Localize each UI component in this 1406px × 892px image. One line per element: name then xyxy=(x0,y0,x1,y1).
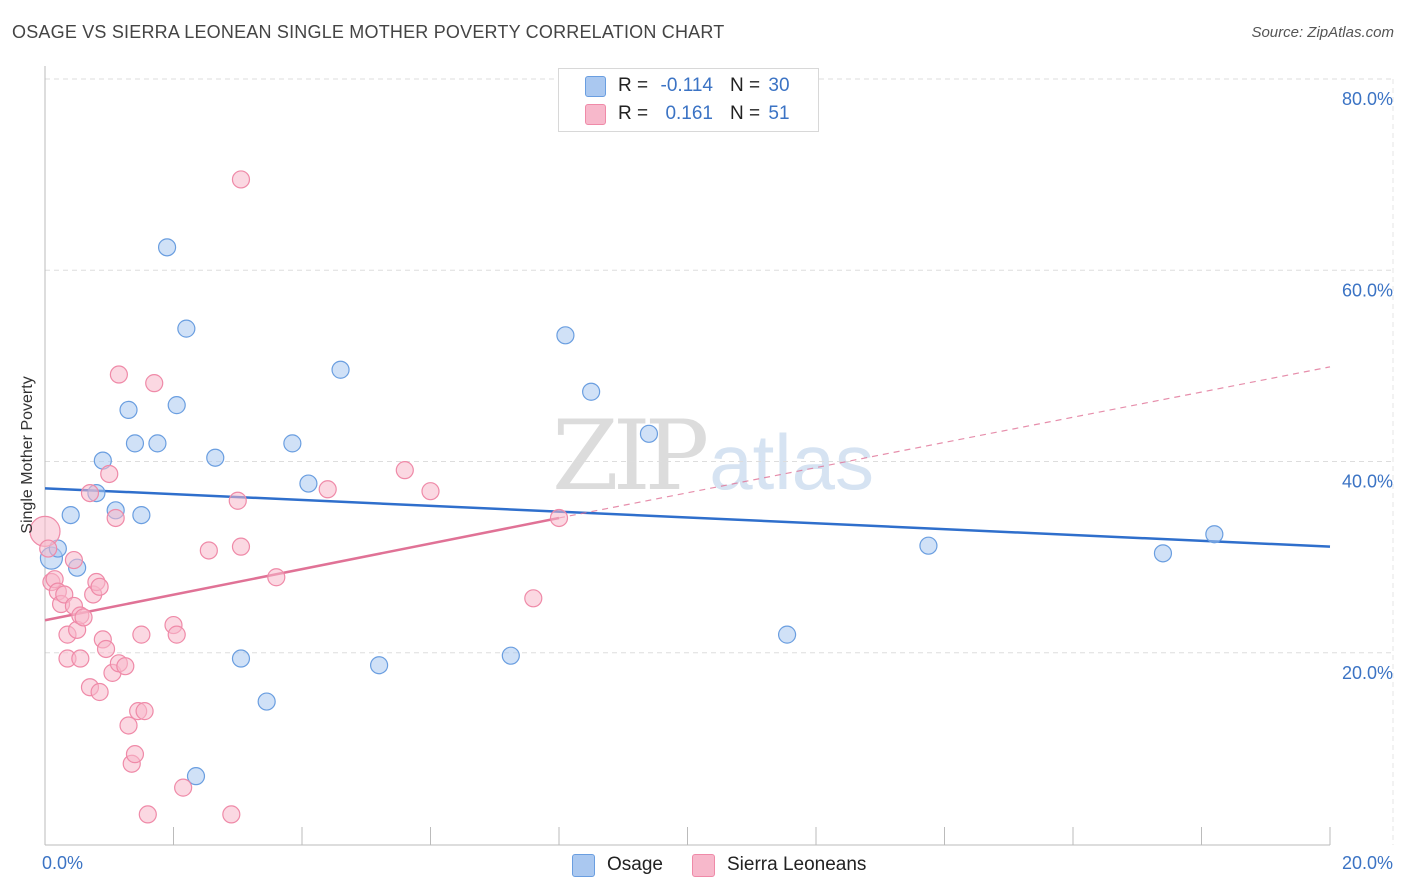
sierra-leonean-point xyxy=(524,589,543,608)
sierra-leonean-point xyxy=(231,537,251,556)
x-tick-label: 20.0% xyxy=(1342,853,1393,873)
osage-point xyxy=(331,360,350,379)
sierra-leonean-point xyxy=(116,657,135,676)
sierra-leonean-point xyxy=(318,480,337,499)
osage-point xyxy=(919,536,938,555)
sierra-leonean-point xyxy=(109,365,128,384)
sierra-leonean-point xyxy=(132,625,151,644)
sierra-leonean-point xyxy=(39,539,58,558)
sierra-leonean-point xyxy=(228,491,247,510)
osage-point xyxy=(501,646,520,665)
legend-label-sierra-leoneans: Sierra Leoneans xyxy=(727,854,867,875)
sierra-leonean-point xyxy=(125,745,145,764)
legend-r-value: 0.161 xyxy=(665,103,713,124)
legend-item-osage[interactable]: Osage xyxy=(572,852,663,878)
sierra-leonean-trend-line xyxy=(44,516,560,622)
sierra-leonean-point xyxy=(71,649,90,668)
osage-point xyxy=(177,319,196,338)
osage-point xyxy=(186,767,206,786)
legend-swatch-sierra-leoneans xyxy=(585,103,606,125)
osage-point xyxy=(257,692,276,711)
osage-trend-line xyxy=(44,487,1331,548)
y-axis-label: Single Mother Poverty xyxy=(19,376,36,534)
data-points xyxy=(29,170,1224,824)
sierra-leonean-point xyxy=(135,702,154,721)
tick-labels: 20.0% 40.0% 60.0% 80.0% 0.0% 20.0% xyxy=(42,89,1393,873)
legend-swatch-sierra-leoneans xyxy=(692,853,715,877)
series-legend: Osage Sierra Leoneans xyxy=(0,852,1406,878)
legend-n-label: N = xyxy=(730,103,761,124)
osage-point xyxy=(231,649,251,668)
axes xyxy=(44,66,1331,846)
sierra-leonean-point xyxy=(138,805,157,824)
legend-label-osage: Osage xyxy=(607,854,663,875)
osage-point xyxy=(556,326,575,345)
legend-r-value: -0.114 xyxy=(660,75,713,96)
osage-point xyxy=(119,400,138,420)
osage-point xyxy=(1205,525,1224,544)
osage-point xyxy=(299,474,318,493)
legend-swatch-osage xyxy=(585,75,606,97)
y-tick-label: 40.0% xyxy=(1342,472,1393,492)
legend-swatch-osage xyxy=(572,853,595,877)
sierra-leonean-point xyxy=(96,639,116,659)
osage-point xyxy=(639,424,659,443)
correlation-legend: R = -0.114 N = 30 R = 0.161 N = 51 xyxy=(558,68,819,132)
legend-item-sierra-leoneans[interactable]: Sierra Leoneans xyxy=(692,852,866,878)
sierra-leonean-point xyxy=(174,778,193,797)
y-tick-label: 60.0% xyxy=(1342,280,1393,300)
sierra-leonean-point xyxy=(90,682,109,702)
osage-point xyxy=(283,434,302,453)
sierra-leonean-point xyxy=(231,170,251,189)
osage-point xyxy=(61,505,80,525)
sierra-leonean-point xyxy=(64,550,84,570)
sierra-leonean-point xyxy=(167,625,186,644)
sierra-leonean-point xyxy=(222,805,241,824)
legend-r-label: R = xyxy=(618,103,649,124)
osage-point xyxy=(157,238,177,257)
osage-point xyxy=(148,434,167,453)
legend-n-value: 30 xyxy=(768,75,790,96)
osage-point xyxy=(206,448,225,467)
sierra-leonean-point xyxy=(145,374,164,393)
osage-point xyxy=(582,382,601,401)
sierra-leonean-point xyxy=(74,608,93,627)
gridlines xyxy=(45,78,1394,845)
sierra-leonean-point xyxy=(90,577,109,596)
sierra-leonean-trend-extension xyxy=(558,366,1331,519)
osage-point xyxy=(1153,544,1173,563)
osage-point xyxy=(167,396,186,415)
sierra-leonean-point xyxy=(395,461,414,480)
y-tick-label: 80.0% xyxy=(1342,89,1393,109)
osage-point xyxy=(125,434,145,453)
legend-r-label: R = xyxy=(618,75,649,96)
sierra-leonean-point xyxy=(267,568,286,587)
sierra-leonean-point xyxy=(421,482,440,501)
legend-n-label: N = xyxy=(730,75,761,96)
sierra-leonean-point xyxy=(119,716,138,735)
sierra-leonean-point xyxy=(80,484,100,503)
trend-lines xyxy=(44,366,1331,622)
y-tick-label: 20.0% xyxy=(1342,663,1393,683)
legend-n-value: 51 xyxy=(768,103,790,124)
osage-point xyxy=(777,625,797,644)
sierra-leonean-point xyxy=(106,508,125,528)
x-tick-label: 0.0% xyxy=(42,853,83,873)
sierra-leonean-point xyxy=(199,541,218,560)
sierra-leonean-point xyxy=(100,464,119,484)
sierra-leonean-point xyxy=(549,508,569,528)
source-label: Source: ZipAtlas.com xyxy=(1251,24,1394,41)
osage-point xyxy=(132,505,151,525)
chart-title: OSAGE VS SIERRA LEONEAN SINGLE MOTHER PO… xyxy=(12,22,725,42)
osage-point xyxy=(370,656,389,675)
